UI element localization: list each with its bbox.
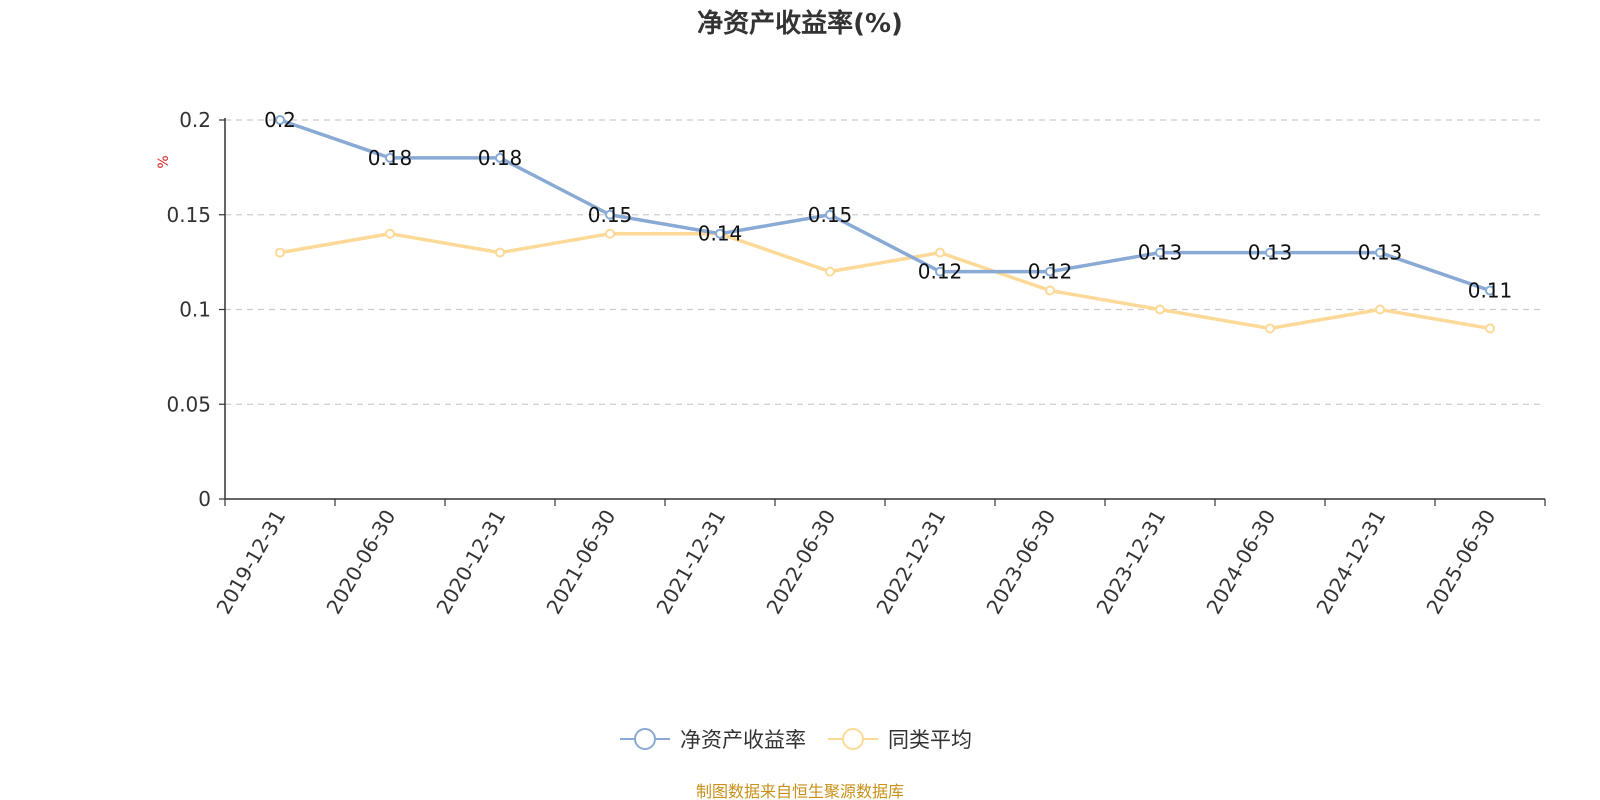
y-tick-label: 0.1	[179, 298, 211, 322]
y-tick-label: 0.15	[166, 203, 211, 227]
data-point	[275, 115, 285, 125]
x-tick-label: 2022-12-31	[871, 506, 950, 619]
data-point	[1045, 266, 1055, 277]
y-axis-unit-label: %	[156, 155, 172, 168]
data-point	[1265, 247, 1275, 258]
data-label: 0.2	[264, 108, 296, 132]
y-tick-label: 0.05	[166, 392, 211, 416]
data-point	[385, 228, 395, 239]
legend-marker	[842, 728, 864, 750]
data-label: 0.15	[588, 203, 633, 227]
data-point	[1485, 285, 1495, 296]
data-point	[1155, 304, 1165, 315]
legend-item[interactable]: 同类平均	[828, 728, 972, 752]
legend-label: 净资产收益率	[680, 728, 806, 752]
data-labels: 0.2 0.18 0.18 0.15 0.14 0.15 0.12 0.12 0.13 0.13 0…	[264, 108, 1512, 303]
data-point	[935, 266, 945, 277]
gridlines	[225, 119, 1545, 405]
data-point	[495, 152, 505, 163]
x-tick-label: 2021-12-31	[651, 506, 730, 619]
data-point	[715, 228, 725, 239]
data-point	[1485, 323, 1495, 334]
data-point	[1265, 323, 1275, 334]
series-line	[279, 118, 1491, 293]
x-tick-label: 2024-12-31	[1311, 506, 1390, 619]
x-tick-label: 2022-06-30	[761, 506, 840, 619]
x-tick-label: 2023-06-30	[981, 506, 1060, 619]
legend-marker	[634, 728, 656, 750]
data-point	[1045, 285, 1055, 296]
series-lines	[275, 115, 1495, 334]
x-tick-label: 2025-06-30	[1421, 506, 1500, 619]
data-point	[935, 247, 945, 258]
legend-item[interactable]: 净资产收益率	[620, 728, 806, 752]
data-point	[825, 266, 835, 277]
x-tick-label: 2023-12-31	[1091, 506, 1170, 619]
legend-label: 同类平均	[888, 728, 972, 752]
data-label: 0.13	[1138, 241, 1183, 265]
data-point	[605, 209, 615, 220]
data-point	[1375, 304, 1385, 315]
data-point	[605, 228, 615, 239]
x-tick-label: 2021-06-30	[541, 506, 620, 619]
x-tick-label: 2019-12-31	[211, 506, 290, 619]
data-label: 0.12	[918, 260, 963, 284]
x-tick-label: 2024-06-30	[1201, 506, 1280, 619]
data-point	[275, 247, 285, 258]
data-point	[1155, 247, 1165, 258]
data-label: 0.14	[698, 222, 743, 246]
y-tick-label: 0.2	[179, 108, 211, 132]
data-source-note: 制图数据来自恒生聚源数据库	[696, 782, 904, 800]
data-label: 0.18	[478, 146, 523, 170]
x-tick-label: 2020-12-31	[431, 506, 510, 619]
chart-title: 净资产收益率(%)	[697, 8, 903, 39]
data-label: 0.13	[1358, 241, 1403, 265]
series-line	[279, 231, 1491, 331]
data-label: 0.15	[808, 203, 853, 227]
data-point	[385, 152, 395, 163]
data-point	[1375, 247, 1385, 258]
data-label: 0.11	[1468, 279, 1513, 303]
data-label: 0.18	[368, 146, 413, 170]
y-tick-label: 0	[198, 487, 211, 511]
legend[interactable]: 净资产收益率 同类平均	[620, 728, 972, 752]
data-label: 0.12	[1028, 260, 1073, 284]
data-point	[495, 247, 505, 258]
data-label: 0.13	[1248, 241, 1293, 265]
axes: 0 0.05 0.1 0.15 0.2 2019-12-31 2020-06-30 2020-…	[166, 108, 1546, 619]
data-point	[825, 209, 835, 220]
x-tick-label: 2020-06-30	[321, 506, 400, 619]
